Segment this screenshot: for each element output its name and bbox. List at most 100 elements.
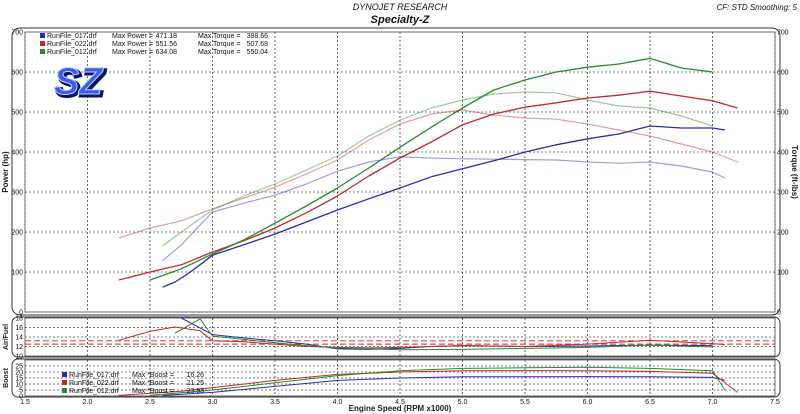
sz-logo: SZ SZ [53, 61, 107, 107]
main-y-right-tick-label: 600 [777, 70, 789, 77]
power-line-run3 [149, 57, 713, 281]
power-line-run1 [162, 125, 726, 288]
sz-logo-text-shadow: SZ [56, 63, 106, 105]
main-y-tick-label: 500 [11, 110, 23, 117]
torque-line-run3 [162, 91, 713, 247]
boost-y-tick-label: 20 [15, 370, 23, 377]
legend-swatch-run2 [40, 41, 45, 46]
power-axis-label: Power (hp) [1, 151, 10, 193]
legend-row-run1: RunFile_017.drf Max Power = 471.18 Max T… [40, 33, 268, 40]
air-fuel-lines [118, 317, 726, 351]
rpm-axis-label: Engine Speed (RPM x1000) [349, 404, 452, 413]
main-y-right-tick-label: 500 [777, 110, 789, 117]
afr-y-tick-label: 18 [15, 316, 23, 323]
afr-line-run3 [174, 318, 713, 351]
afr-y-tick-label: 16 [15, 325, 23, 332]
boost-legend-file-run1: RunFile_017.drf [69, 372, 119, 379]
main-y-tick-label: 600 [11, 70, 23, 77]
legend-maxpower-label-run1: Max Power = [112, 33, 153, 40]
legend-maxtorque-run2: 507.68 [247, 41, 269, 48]
boost-y-tick-label: 5 [19, 388, 23, 395]
boost-y-tick-label: 10 [15, 382, 23, 389]
boost-legend-swatch-run2 [62, 380, 67, 385]
torque-line-run2 [118, 109, 738, 239]
legend-swatch-run1 [40, 33, 45, 38]
main-y-tick-label: 400 [11, 150, 23, 157]
afr-y-tick-label: 14 [15, 335, 23, 342]
boost-line-run3 [149, 366, 726, 396]
boost-legend-row-run2: RunFile_022.drf Max *Boost = 21.25 [62, 380, 204, 387]
legend-file-run3: RunFile_012.drf [47, 49, 97, 56]
power-legend: RunFile_017.drf Max Power = 471.18 Max T… [40, 33, 268, 56]
rpm-x-tick-label: 2.0 [83, 399, 93, 406]
boost-plot-border [24, 359, 776, 397]
boost-legend-row-run3: RunFile_012.drf Max *Boost = 23.93 [62, 388, 204, 395]
boost-line-run1 [162, 376, 726, 396]
main-y-right-tick-label: 200 [777, 230, 789, 237]
boost-legend-swatch-run3 [62, 388, 67, 393]
boost-y-tick-label: 15 [15, 376, 23, 383]
rpm-x-tick-label: 1.5 [20, 399, 30, 406]
boost-axis-label: Boost [3, 367, 10, 388]
legend-maxtorque-label-run3: Max Torque = [198, 49, 240, 56]
rpm-x-tick-label: 6.5 [645, 399, 655, 406]
boost-legend-value-run3: 23.93 [186, 388, 204, 395]
boost-legend: RunFile_017.drf Max *Boost = 16.26 RunFi… [62, 372, 204, 395]
boost-legend-label-run2: Max *Boost = [132, 380, 174, 387]
afr-panel-frame [11, 316, 781, 358]
afr-y-tick-label: 12 [15, 344, 23, 351]
boost-legend-value-run2: 21.25 [186, 380, 204, 387]
main-y-tick-label: 0 [19, 310, 23, 317]
boost-legend-label-run3: Max *Boost = [132, 388, 174, 395]
boost-y-tick-label: 0 [19, 394, 23, 401]
rpm-x-tick-label: 4.5 [395, 399, 405, 406]
main-y-tick-label: 200 [11, 230, 23, 237]
legend-maxpower-run1: 471.18 [156, 33, 178, 40]
header-company: DYNOJET RESEARCH [353, 2, 448, 12]
main-panel-frame [11, 27, 781, 316]
sz-logo-text: SZ [54, 61, 104, 103]
afr-axis-label: Air/Fuel [3, 324, 10, 350]
boost-legend-value-run1: 16.26 [186, 372, 204, 379]
main-y-tick-label: 700 [11, 30, 23, 37]
boost-legend-swatch-run1 [62, 372, 67, 377]
header-settings: CF: STD Smoothing: 5 [717, 3, 798, 12]
legend-row-run3: RunFile_012.drf Max Power = 634.08 Max T… [40, 49, 268, 56]
boost-legend-row-run1: RunFile_017.drf Max *Boost = 16.26 [62, 372, 204, 379]
legend-maxpower-label-run3: Max Power = [112, 49, 153, 56]
rpm-x-tick-label: 7.0 [708, 399, 718, 406]
afr-y-tick-label: 10 [15, 354, 23, 361]
rpm-x-tick-label: 2.5 [145, 399, 155, 406]
legend-maxpower-run3: 634.08 [156, 49, 178, 56]
rpm-x-tick-label: 6.0 [583, 399, 593, 406]
main-y-right-tick-label: 0 [777, 310, 781, 317]
power-line-run2 [118, 90, 738, 281]
boost-legend-label-run1: Max *Boost = [132, 372, 174, 379]
torque-axis-label: Torque (ft-lbs) [790, 145, 799, 199]
legend-maxtorque-run1: 388.66 [247, 33, 269, 40]
rpm-x-tick-label: 5.5 [520, 399, 530, 406]
legend-maxtorque-label-run2: Max Torque = [198, 41, 240, 48]
boost-lines [118, 366, 738, 396]
rpm-x-tick-label: 3.0 [208, 399, 218, 406]
main-y-right-tick-label: 300 [777, 190, 789, 197]
legend-file-run2: RunFile_022.drf [47, 41, 97, 48]
boost-legend-file-run2: RunFile_022.drf [69, 380, 119, 387]
afr-grid: 10 12 14 16 18 [15, 316, 776, 361]
torque-line-run1 [162, 156, 726, 262]
rpm-x-tick-label: 4.0 [333, 399, 343, 406]
legend-maxpower-label-run2: Max Power = [112, 41, 153, 48]
legend-maxtorque-label-run1: Max Torque = [198, 33, 240, 40]
legend-maxpower-run2: 551.56 [156, 41, 178, 48]
boost-y-tick-label: 25 [15, 364, 23, 371]
main-y-right-tick-label: 400 [777, 150, 789, 157]
legend-maxtorque-run3: 550.04 [247, 49, 269, 56]
rpm-x-tick-label: 3.5 [270, 399, 280, 406]
main-y-right-tick-label: 700 [777, 30, 789, 37]
rpm-x-tick-label: 7.5 [770, 399, 780, 406]
legend-row-run2: RunFile_022.drf Max Power = 551.56 Max T… [40, 41, 268, 48]
afr-plot-border [24, 317, 776, 357]
legend-file-run1: RunFile_017.drf [47, 33, 97, 40]
